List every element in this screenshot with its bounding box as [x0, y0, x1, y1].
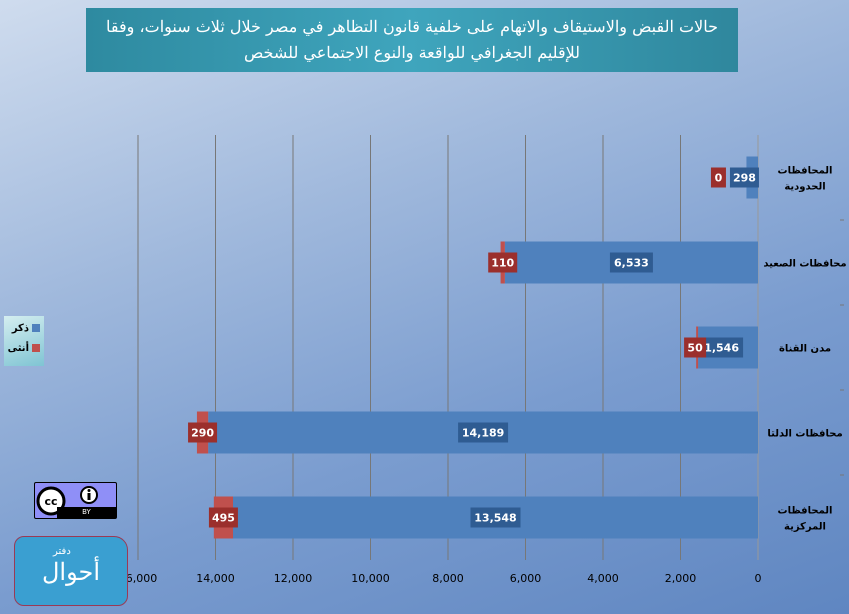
- legend: ذكر أنثى: [4, 316, 44, 366]
- data-label-male: 298: [733, 172, 756, 185]
- data-label-bg: [700, 337, 744, 358]
- x-tick-label: 6,000: [510, 572, 542, 585]
- site-logo[interactable]: دفتر أحوال: [14, 536, 128, 606]
- data-label-bg: [710, 167, 726, 188]
- x-tick-label: 2,000: [665, 572, 697, 585]
- legend-item-male: ذكر: [4, 316, 44, 336]
- svg-text:cc: cc: [44, 495, 57, 508]
- x-tick-label: 8,000: [432, 572, 464, 585]
- data-label-bg: [729, 167, 759, 188]
- category-label: محافظات الصعيد: [763, 259, 846, 270]
- x-tick-label: 16,000: [119, 572, 158, 585]
- data-label-bg: [609, 252, 653, 273]
- data-label-bg: [470, 507, 521, 528]
- data-label-male: 14,189: [462, 427, 504, 440]
- legend-label: ذكر: [11, 322, 29, 334]
- data-label-bg: [488, 252, 518, 273]
- data-label-female: 0: [715, 172, 723, 185]
- by-label: BY: [57, 507, 116, 518]
- x-tick-label: 14,000: [196, 572, 235, 585]
- data-label-female: 110: [491, 257, 514, 270]
- legend-item-female: أنثى: [4, 336, 44, 356]
- legend-label: أنثى: [7, 342, 29, 354]
- data-label-female: 495: [212, 512, 235, 525]
- data-label-bg: [188, 422, 218, 443]
- data-label-female: 290: [191, 427, 214, 440]
- logo-main: أحوال: [41, 558, 100, 586]
- x-tick-label: 0: [755, 572, 762, 585]
- category-label: محافظات الدلتا: [767, 429, 842, 440]
- x-tick-label: 4,000: [587, 572, 619, 585]
- data-label-male: 6,533: [614, 257, 649, 270]
- male-swatch: [32, 324, 40, 332]
- data-label-female: 50: [687, 342, 703, 355]
- data-label-bg: [458, 422, 509, 443]
- category-label: المحافظات: [778, 506, 833, 517]
- chart-title: حالات القبض والاستيقاف والاتهام على خلفي…: [86, 8, 738, 72]
- category-label: الحدودية: [784, 182, 825, 193]
- data-label-bg: [684, 337, 707, 358]
- female-swatch: [32, 344, 40, 352]
- category-label: مدن القناة: [779, 344, 831, 355]
- cc-by-license-badge[interactable]: cc BY: [34, 482, 117, 519]
- data-label-bg: [208, 507, 238, 528]
- data-label-male: 1,546: [704, 342, 739, 355]
- category-label: المحافظات: [778, 166, 833, 177]
- category-label: المركزية: [784, 522, 826, 533]
- x-tick-label: 12,000: [274, 572, 313, 585]
- data-label-male: 13,548: [474, 512, 516, 525]
- logo-small: دفتر: [53, 546, 71, 557]
- x-tick-label: 10,000: [351, 572, 390, 585]
